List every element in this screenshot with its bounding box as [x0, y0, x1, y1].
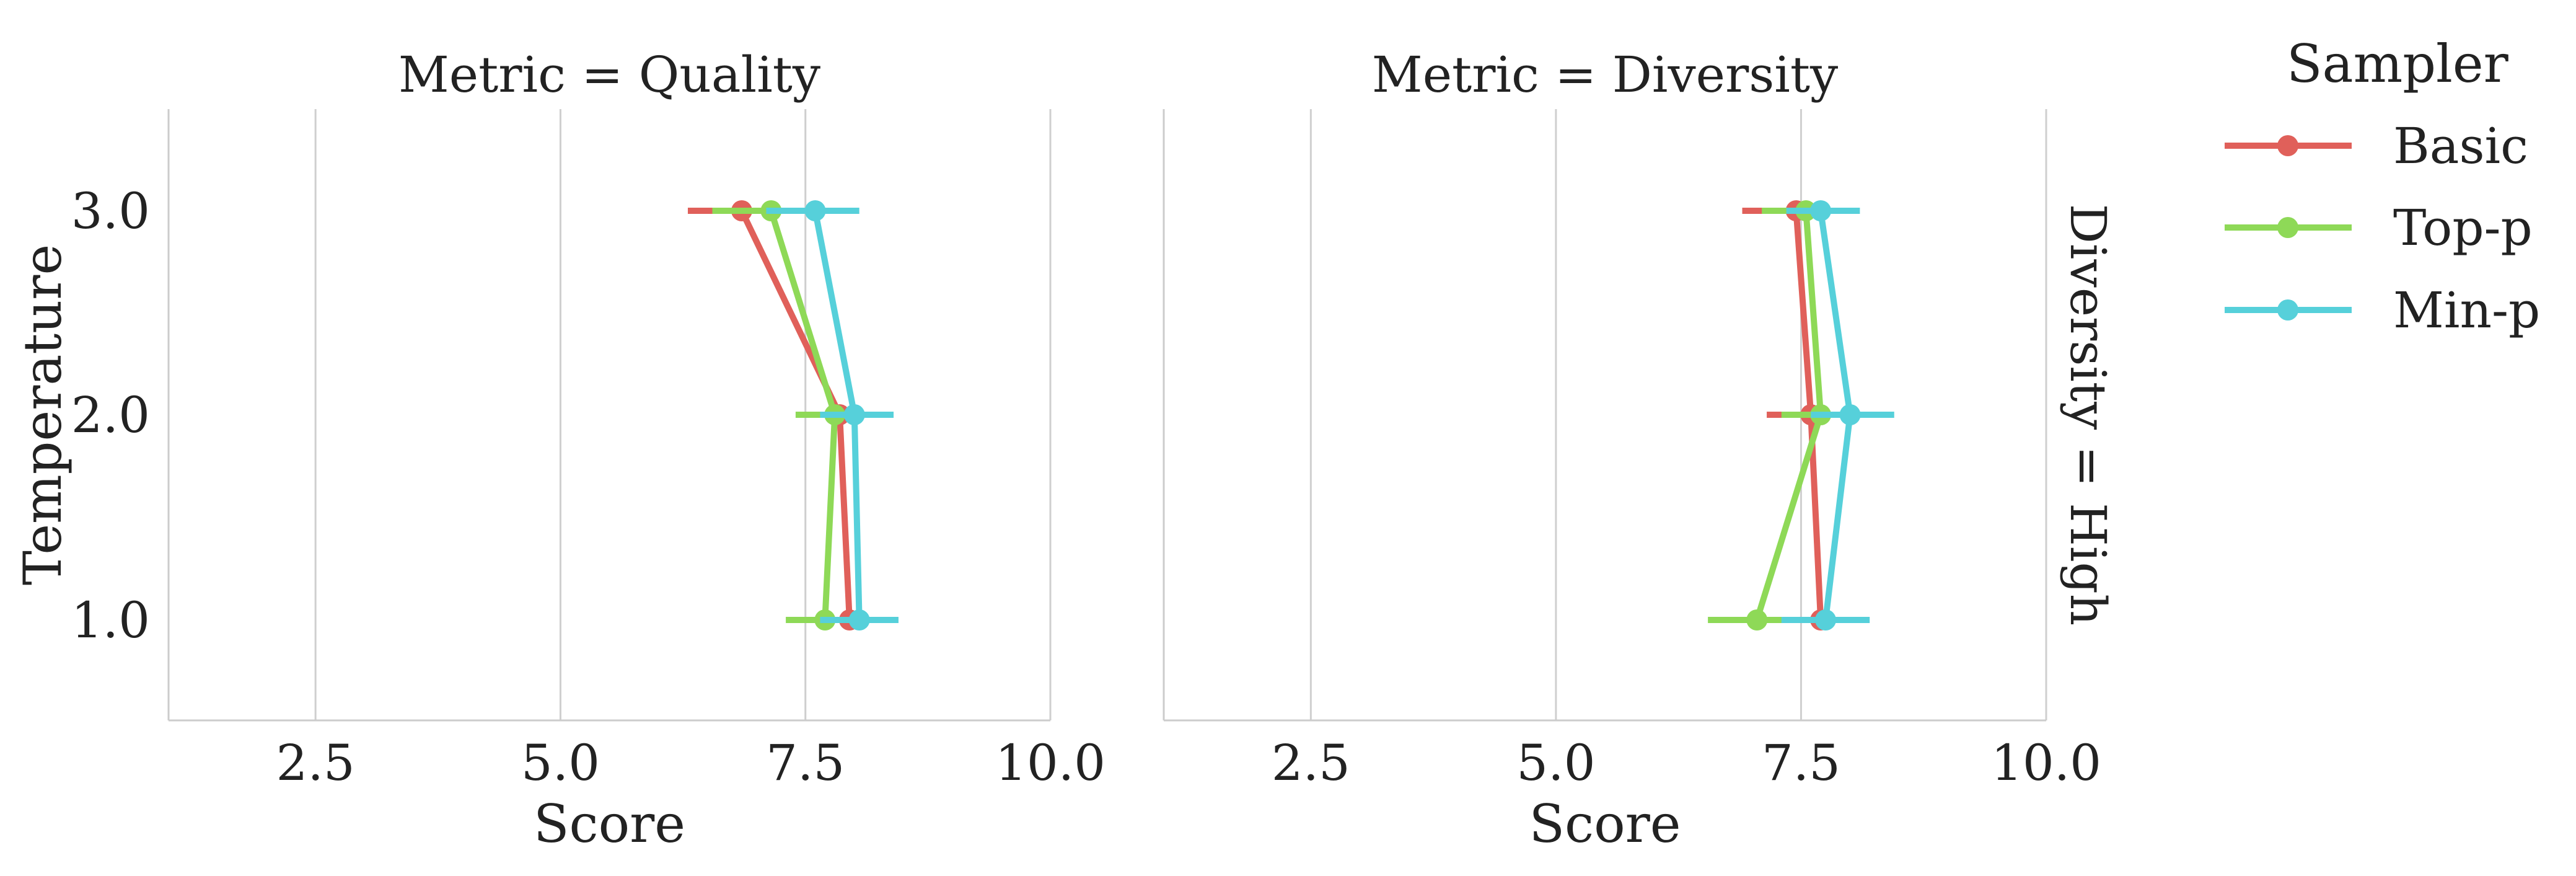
legend-top-p-marker: [2277, 217, 2298, 238]
facet-row-label: Diversity = High: [2059, 204, 2117, 626]
legend-basic-marker: [2277, 135, 2298, 156]
panel-2-x-tick-10-0: 10.0: [1991, 734, 2101, 792]
panel-2-title: Metric = Diversity: [1372, 46, 1838, 104]
y-tick-3-0: 3.0: [71, 182, 150, 240]
panel-1-series-min-p-point-1-0: [848, 609, 870, 630]
panel-1-x-tick-10-0: 10.0: [995, 734, 1106, 792]
panel-1-title: Metric = Quality: [398, 46, 820, 104]
legend-basic-label: Basic: [2393, 117, 2528, 175]
y-tick-2-0: 2.0: [71, 386, 150, 444]
panel-2-series-min-p-point-3-0: [1810, 200, 1832, 221]
legend-title: Sampler: [2287, 33, 2509, 94]
panel-2-x-tick-5-0: 5.0: [1516, 734, 1595, 792]
panel-1-series-min-p-point-2-0: [843, 404, 865, 425]
panel-1-x-tick-7-5: 7.5: [766, 734, 845, 792]
panel-1-x-tick-5-0: 5.0: [521, 734, 600, 792]
panel-1-x-tick-2-5: 2.5: [276, 734, 355, 792]
panel-1-x-axis-label: Score: [534, 794, 685, 854]
panel-2-series-min-p-point-2-0: [1839, 404, 1861, 425]
panel-2-series-min-p-point-1-0: [1815, 609, 1836, 630]
y-tick-1-0: 1.0: [71, 591, 150, 649]
legend-top-p-label: Top-p: [2393, 199, 2533, 257]
y-axis-label: Temperature: [12, 244, 73, 585]
panel-2-series-top-p-point-1-0: [1746, 609, 1768, 630]
legend-min-p-label: Min-p: [2393, 281, 2540, 339]
panel-2-x-tick-7-5: 7.5: [1762, 734, 1840, 792]
panel-2-x-tick-2-5: 2.5: [1272, 734, 1350, 792]
panel-2-x-axis-label: Score: [1529, 794, 1681, 854]
legend-min-p-marker: [2277, 299, 2298, 321]
panel-1-series-min-p-point-3-0: [804, 200, 826, 221]
